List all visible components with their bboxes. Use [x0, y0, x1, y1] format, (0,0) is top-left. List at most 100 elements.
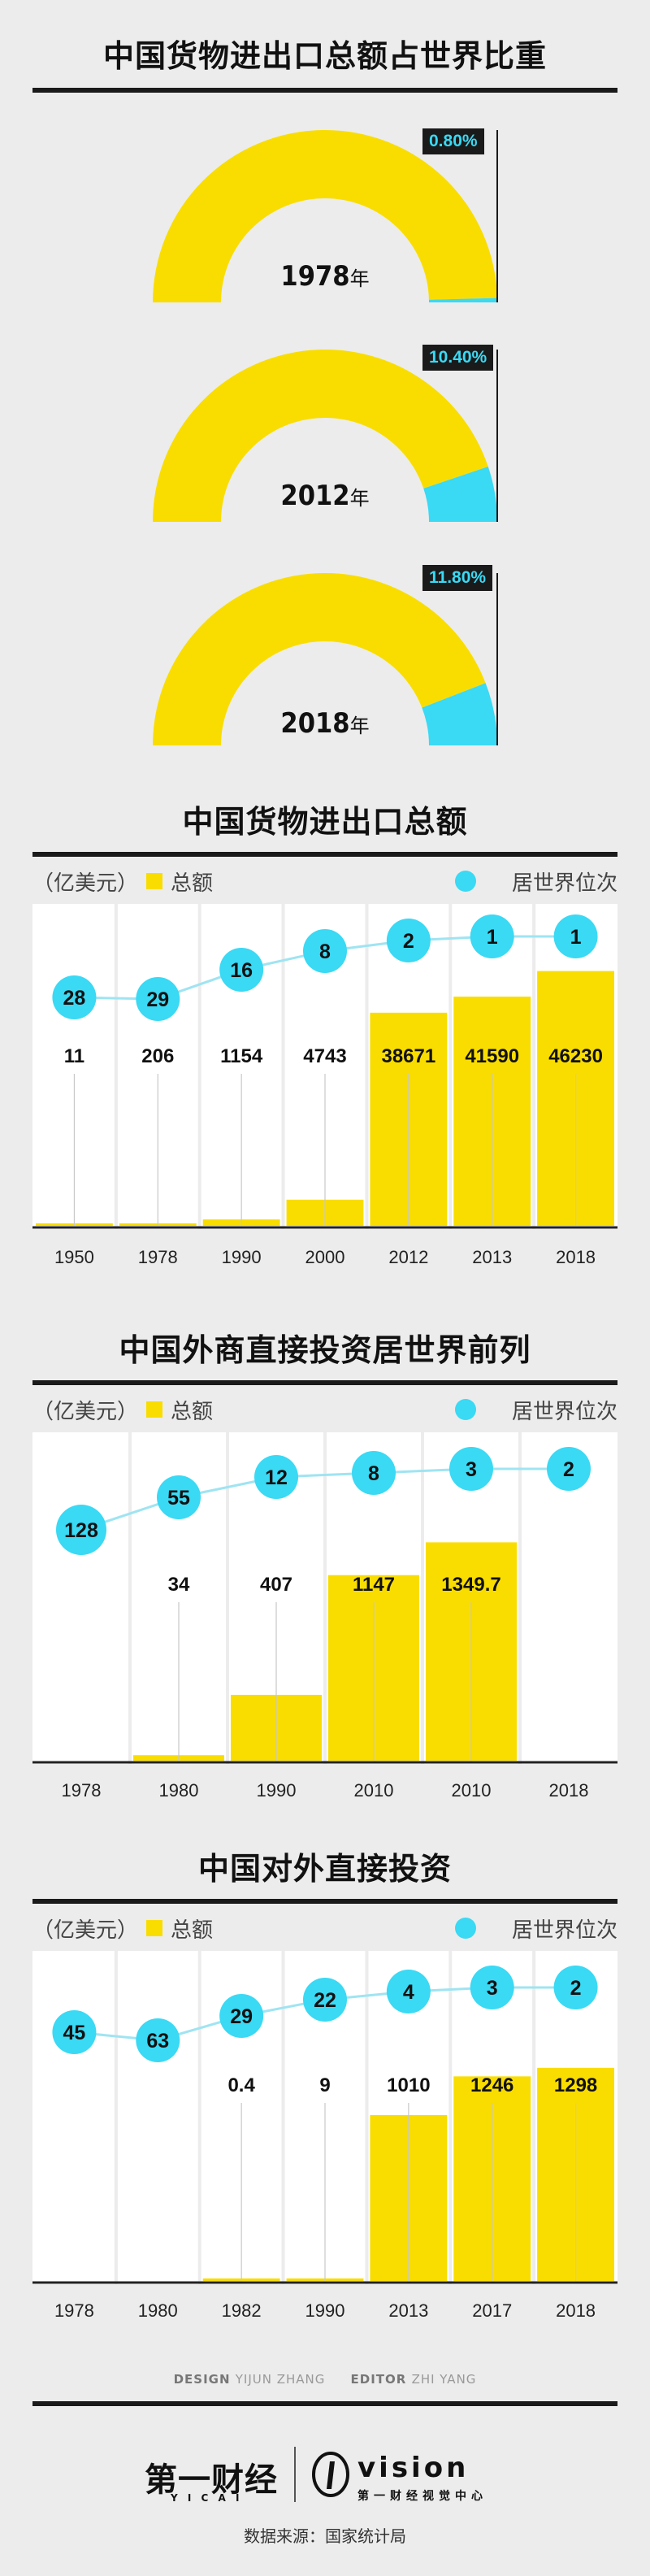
rank-label: 12	[265, 1466, 288, 1489]
value-label: 0.4	[228, 2074, 255, 2096]
value-label: 11	[64, 1045, 84, 1067]
x-tick-label: 2018	[556, 2300, 596, 2321]
section1-rule	[32, 88, 618, 93]
value-label: 38671	[381, 1045, 436, 1067]
gauge-2018-graphic	[153, 573, 498, 745]
value-label: 407	[260, 1574, 292, 1596]
value-label: 1010	[387, 2074, 430, 2096]
gauge-1978-graphic	[153, 129, 498, 302]
value-label: 1298	[554, 2074, 597, 2096]
rank-bubble	[547, 1447, 591, 1491]
rank-bubble	[219, 1994, 264, 2038]
rank-label: 2	[403, 930, 414, 953]
gauge-2018-pct-badge: 11.80%	[422, 565, 493, 591]
brand-logo-sub: Y I C A I	[171, 2492, 243, 2504]
rank-bubble	[303, 929, 347, 973]
value-label: 4743	[303, 1045, 346, 1067]
x-tick-label: 2018	[556, 1247, 596, 1267]
rank-label: 1	[487, 926, 498, 949]
rank-label: 2	[563, 1458, 574, 1481]
legend-rank-label: 居世界位次	[511, 871, 618, 896]
x-tick-label: 1978	[62, 1780, 102, 1801]
rank-label: 4	[403, 1981, 414, 2004]
footer-divider	[294, 2447, 296, 2502]
chart-odi-outflow-title: 中国对外直接投资	[197, 1851, 452, 1887]
x-tick-label: 1990	[222, 1247, 262, 1267]
x-tick-label: 1990	[306, 2300, 345, 2321]
legend-total-label: 总额	[171, 1400, 214, 1424]
credits-line: DESIGN YIJUN ZHANG EDITOR ZHI YANG	[0, 2372, 650, 2387]
x-tick-label: 1978	[138, 1247, 178, 1267]
credit-design-name: YIJUN ZHANG	[235, 2372, 326, 2387]
rank-label: 2	[570, 1977, 582, 2000]
value-label: 1147	[353, 1574, 395, 1596]
chart-odi-outflow: 中国对外直接投资 （亿美元） 总额 居世界位次 45 63 29 22 4 3 2 0.4 9 1…	[0, 1844, 650, 2331]
gauge-yellow-arc	[153, 573, 486, 745]
gauge-2018-year: 2018年	[0, 707, 650, 740]
chart-fdi-inflow-xaxis: 1978 1980 1990 2010 2010 2018	[62, 1780, 589, 1801]
gauge-yellow-arc	[153, 349, 488, 522]
credit-design-label: DESIGN	[173, 2372, 231, 2387]
x-tick-label: 1978	[54, 2300, 94, 2321]
rank-label: 29	[146, 988, 169, 1011]
rank-bubble	[52, 2010, 97, 2054]
rank-bubble	[449, 1447, 493, 1491]
chart-trade-total-rule	[32, 852, 618, 857]
legend-unit-label: （亿美元）	[32, 871, 139, 896]
gauge-cyan-arc	[422, 683, 497, 745]
rank-label: 3	[487, 1977, 498, 2000]
x-tick-label: 1990	[257, 1780, 297, 1801]
legend-unit-label: （亿美元）	[32, 1400, 139, 1424]
gauge-2012-year: 2012年	[0, 480, 650, 512]
chart-odi-outflow-xaxis: 1978 1980 1982 1990 2013 2017 2018	[54, 2300, 596, 2321]
brand-logo: 第一财经	[145, 2461, 278, 2499]
chart-trade-total-plot: 28 29 16 8 2 1 1 11 206 1154 4743 38671 41590 46230	[32, 904, 618, 1229]
chart-fdi-inflow: 中国外商直接投资居世界前列 （亿美元） 总额 居世界位次 128 55 12 8 3 2 3…	[0, 1325, 650, 1813]
gauge-1978-pct-badge: 0.80%	[422, 128, 484, 154]
x-tick-label: 2018	[549, 1780, 589, 1801]
chart-odi-outflow-legend: （亿美元） 总额 居世界位次	[32, 1914, 618, 1943]
gauge-2018-year-unit: 年	[349, 715, 370, 737]
rank-bubble	[136, 2018, 180, 2062]
x-tick-label: 2012	[388, 1247, 428, 1267]
x-tick-label: 1980	[159, 1780, 199, 1801]
gauge-2012-year-unit: 年	[349, 487, 370, 510]
value-label: 1349.7	[441, 1574, 500, 1596]
rank-bubble	[136, 977, 180, 1021]
chart-odi-outflow-svg: 45 63 29 22 4 3 2 0.4 9 1010 1246 1298	[32, 1951, 618, 2284]
gauge-2012: 10.40% 2012年	[0, 341, 650, 528]
vision-logo-mark	[312, 2452, 349, 2497]
legend-total-swatch	[146, 1401, 162, 1418]
legend-total-label: 总额	[171, 871, 214, 896]
legend-rank-dot	[455, 1399, 476, 1420]
rank-bubble	[352, 1451, 396, 1495]
footer-rule	[32, 2401, 618, 2406]
value-label: 1246	[470, 2074, 514, 2096]
rank-label: 45	[63, 2022, 86, 2044]
rank-bubble	[56, 1505, 106, 1555]
rank-label: 128	[64, 1519, 98, 1542]
rank-label: 63	[146, 2030, 169, 2053]
x-tick-label: 2000	[306, 1247, 345, 1267]
rank-bubble	[157, 1475, 201, 1519]
gauge-1978-year-number: 1978	[280, 260, 350, 293]
rank-label: 8	[368, 1462, 379, 1485]
value-label: 41590	[465, 1045, 519, 1067]
gauge-2018: 11.80% 2018年	[0, 565, 650, 752]
chart-trade-total-legend: （亿美元） 总额 居世界位次	[32, 867, 618, 896]
rank-label: 22	[314, 1989, 336, 2012]
rank-bubble	[52, 975, 97, 1019]
chart-fdi-inflow-plot: 128 55 12 8 3 2 34 407 1147 1349.7	[32, 1432, 618, 1764]
credit-editor-label: EDITOR	[350, 2372, 407, 2387]
legend-unit-label: （亿美元）	[32, 1918, 139, 1943]
gauge-1978-year: 1978年	[0, 260, 650, 293]
rank-label: 16	[230, 959, 253, 982]
chart-fdi-inflow-legend: （亿美元） 总额 居世界位次	[32, 1395, 618, 1424]
rank-bubble	[470, 914, 514, 958]
value-label: 206	[141, 1045, 174, 1067]
chart-odi-outflow-plot: 45 63 29 22 4 3 2 0.4 9 1010 1246 1298	[32, 1951, 618, 2284]
x-tick-label: 1980	[138, 2300, 178, 2321]
chart-trade-total: 中国货物进出口总额 （亿美元） 总额 居世界位次 28 29 16 8 2 1 1 11 206…	[0, 797, 650, 1301]
